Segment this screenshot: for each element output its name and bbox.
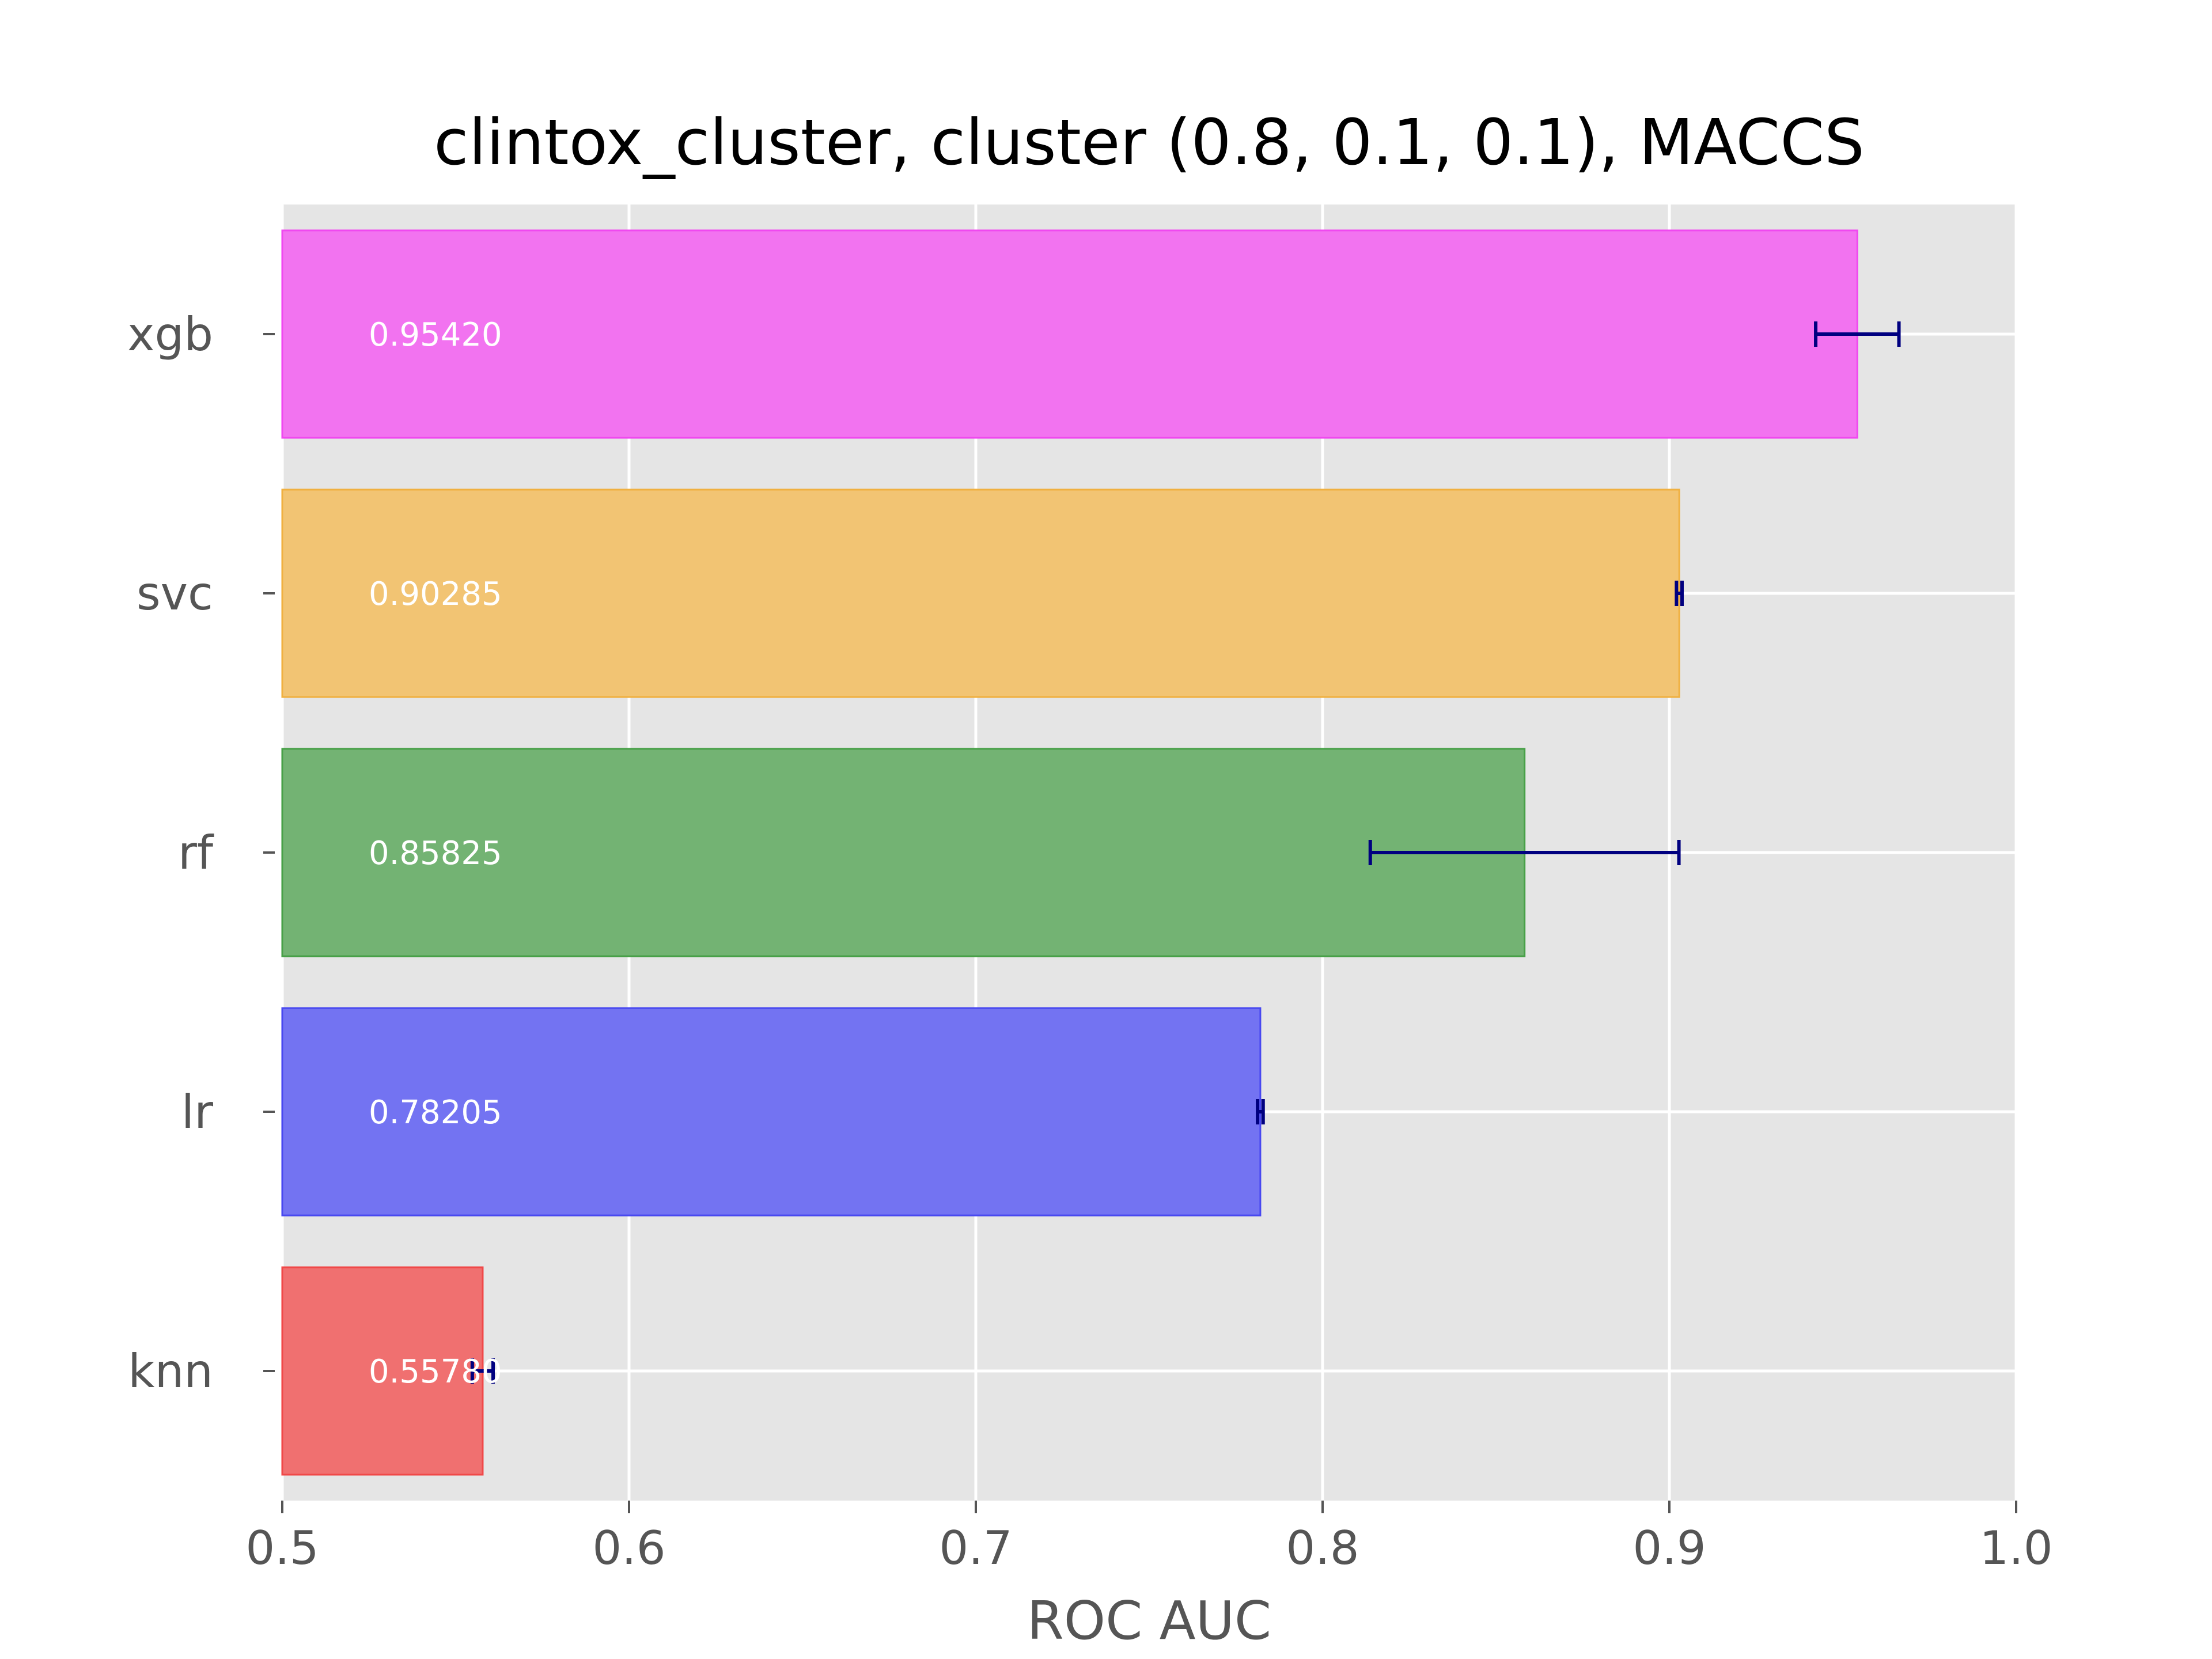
chart-title: clintox_cluster, cluster (0.8, 0.1, 0.1)… — [434, 105, 1865, 179]
bar-xgb — [281, 229, 1858, 439]
bars — [281, 229, 1858, 1476]
x-axis-label: ROC AUC — [1027, 1590, 1271, 1652]
x-tick-label: 0.6 — [592, 1521, 665, 1575]
y-tick-label-xgb: xgb — [127, 308, 213, 361]
bar-value-labels: 0.55780 0.78205 0.85825 0.90285 0.95420 — [369, 316, 502, 1391]
bar-value-label-svc: 0.90285 — [369, 575, 502, 613]
x-tick-label: 0.5 — [245, 1521, 319, 1575]
bar-value-label-knn: 0.55780 — [369, 1353, 502, 1391]
x-tick-label: 0.7 — [939, 1521, 1012, 1575]
bar-rf — [281, 748, 1526, 957]
y-tick-label-rf: rf — [178, 826, 214, 880]
y-tick-label-lr: lr — [181, 1085, 213, 1139]
y-axis-ticks: knn lr rf svc xgb — [127, 308, 275, 1398]
y-tick-label-svc: svc — [137, 567, 213, 620]
x-axis-ticks: 0.5 0.6 0.7 0.8 0.9 1.0 — [245, 1501, 2053, 1575]
bar-value-label-xgb: 0.95420 — [369, 316, 502, 354]
y-tick-label-knn: knn — [128, 1344, 213, 1398]
x-tick-label: 0.9 — [1633, 1521, 1706, 1575]
x-tick-label: 1.0 — [1979, 1521, 2052, 1575]
bar-value-label-rf: 0.85825 — [369, 835, 502, 872]
error-bars — [470, 321, 1901, 1384]
x-tick-label: 0.8 — [1286, 1521, 1359, 1575]
bar-value-label-lr: 0.78205 — [369, 1094, 502, 1131]
